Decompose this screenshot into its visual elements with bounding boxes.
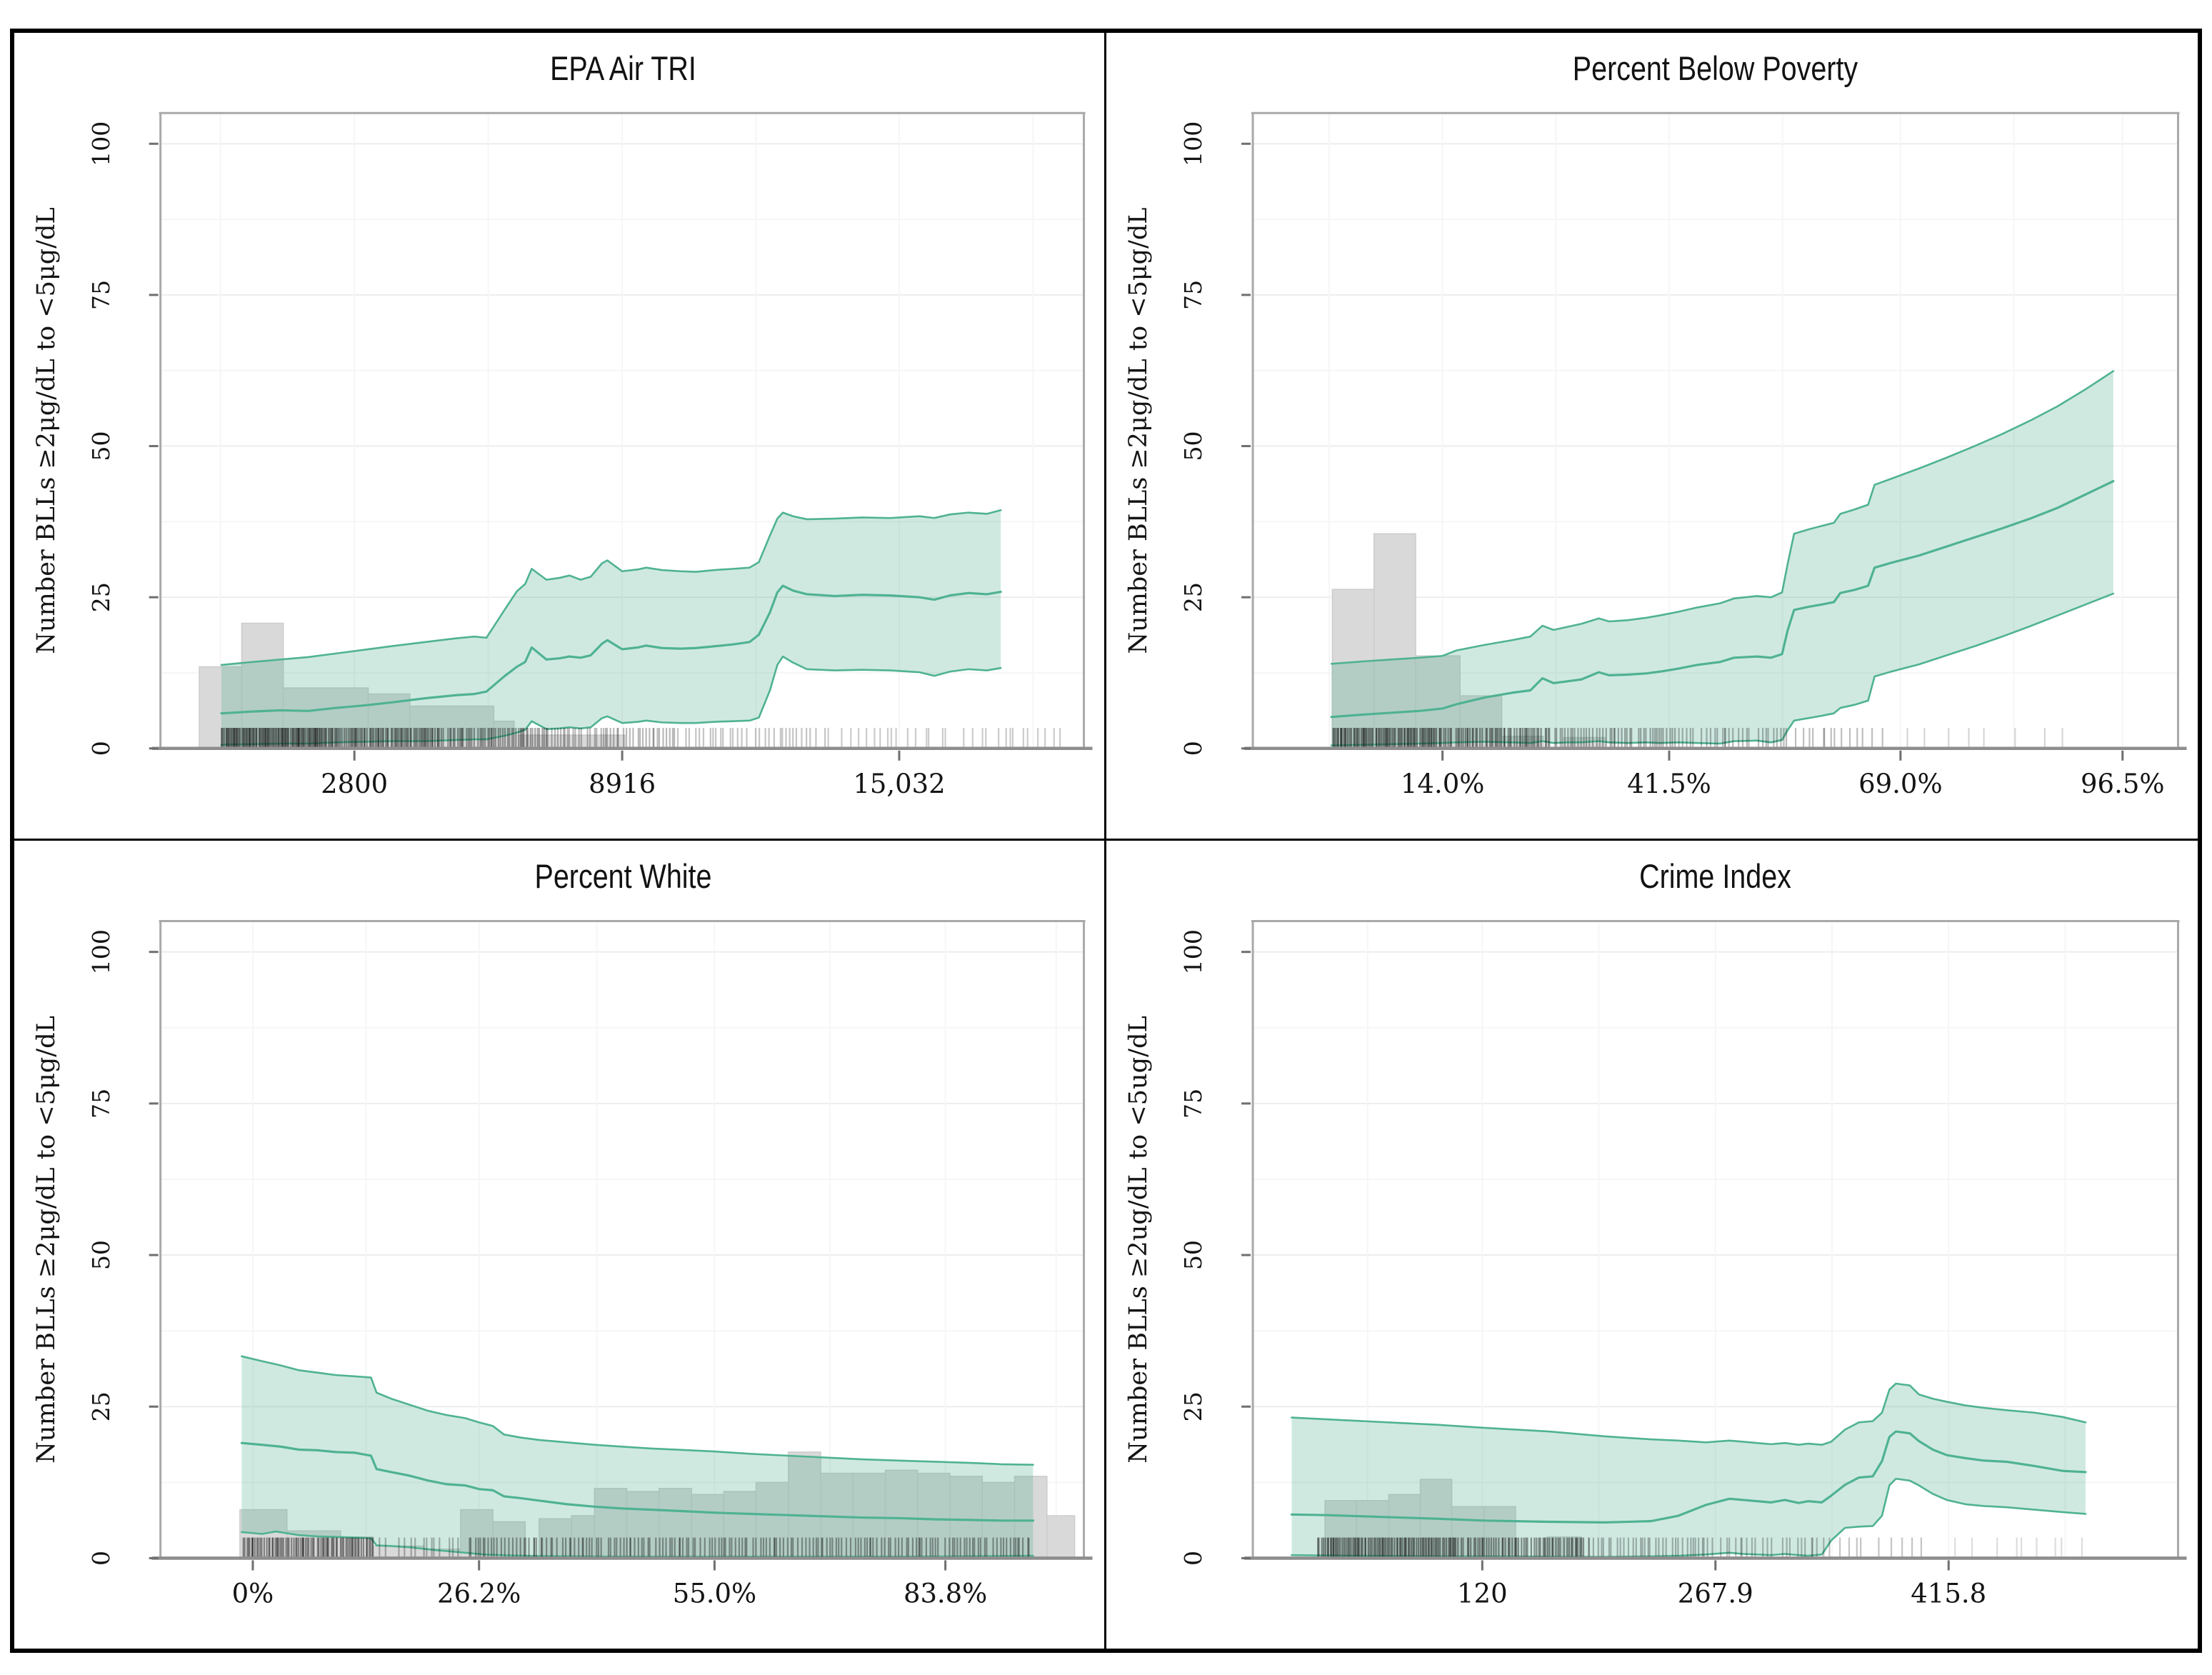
confidence-band [241,1356,1034,1557]
panel-title-epa-air-tri: EPA Air TRI [550,49,696,87]
upper-ci-line [1290,1382,2086,1446]
y-axis-title: Number BLLs ≥2μg/dL to <5μg/dL [1123,207,1153,654]
y-tick-label: 100 [87,121,115,166]
chart-canvas-percent-below-poverty: 14.0% 41.5% 69.0% 96.5% 0 25 50 75 100 Number BLL… [1123,111,2186,799]
histogram-bar [755,1481,789,1559]
y-axis-title: Number BLLs ≥2μg/dL to <5μg/dL [31,1016,61,1464]
y-tick-label: 25 [87,1391,115,1421]
histogram-bar [1546,1536,1582,1559]
histogram-bar [659,1488,692,1559]
upper-ci-line [241,1355,1034,1466]
lower-ci-line [220,655,1002,746]
x-tick-label: 0% [232,1579,274,1609]
y-tick-label: 0 [1179,741,1207,756]
confidence-band [221,510,1001,745]
x-tick-label: 15,032 [853,769,945,799]
y-axis-title: Number BLLs ≥2μg/dL to <5μg/dL [32,207,61,654]
histogram-bar [460,1509,494,1559]
panel-title-percent-below-poverty: Percent Below Poverty [1572,49,1858,87]
x-tick-label: 120 [1457,1579,1508,1609]
y-tick-label: 25 [1179,582,1207,612]
histogram-bar [241,622,284,749]
y-tick-label: 25 [87,582,115,612]
panel-percent-below-poverty: 14.0% 41.5% 69.0% 96.5% 0 25 50 75 100 Number BLL… [1106,33,2198,841]
confidence-band [1291,1383,2086,1557]
panel-epa-air-tri: 2800 8916 15,032 0 25 50 75 100 Number BLLs ≥2μg… [14,33,1106,841]
histogram-bar [1014,1476,1048,1559]
x-tick-label: 96.5% [2081,769,2165,799]
chart-canvas-crime-index: 120 267.9 415.8 0 25 50 75 100 Number BLLs ≥2ug/… [1123,919,2186,1609]
x-tick-label: 26.2% [437,1579,521,1609]
y-tick-label: 0 [1179,1551,1207,1566]
histogram-bar [571,1515,596,1559]
y-tick-label: 75 [87,1089,115,1119]
histogram-bar [1046,1515,1076,1559]
x-tick-label: 8916 [589,769,656,799]
y-tick-label: 100 [1179,121,1207,166]
mean-line [240,1441,1035,1522]
y-tick-label: 0 [87,1551,115,1566]
panel-title-percent-white: Percent White [534,857,712,895]
x-tick-label: 69.0% [1858,769,1943,799]
chart-canvas-epa-air-tri: 2800 8916 15,032 0 25 50 75 100 Number BLLs ≥2μg… [32,111,1093,799]
histogram-bar [852,1472,886,1559]
y-tick-label: 100 [1179,929,1207,974]
y-tick-label: 0 [87,741,115,756]
y-tick-label: 100 [87,929,115,974]
histogram-bar [1483,1506,1516,1559]
x-tick-label: 83.8% [904,1579,987,1609]
y-tick-label: 75 [87,280,115,310]
histogram-bar [1458,695,1502,749]
x-tick-label: 2800 [321,769,388,799]
mean-line [220,584,1002,715]
y-tick-label: 50 [1179,431,1207,461]
x-tick-label: 415.8 [1911,1579,1986,1609]
panel-crime-index: 120 267.9 415.8 0 25 50 75 100 Number BLLs ≥2ug/… [1106,841,2198,1649]
upper-ci-line [220,509,1002,666]
panel-title-crime-index: Crime Index [1638,857,1791,895]
x-tick-label: 55.0% [673,1579,756,1609]
histogram-bar [691,1494,725,1559]
histogram-bar [884,1469,919,1559]
x-tick-label: 14.0% [1400,769,1484,799]
y-tick-label: 75 [1179,280,1207,310]
histogram-bar [594,1488,628,1559]
y-tick-label: 50 [87,1240,115,1270]
y-tick-label: 75 [1179,1089,1207,1119]
mean-line [1330,480,2114,719]
y-tick-label: 50 [87,431,115,461]
y-tick-label: 25 [1179,1391,1207,1421]
mean-line [1290,1430,2087,1524]
x-tick-label: 267.9 [1677,1579,1753,1609]
upper-ci-line [1330,370,2114,665]
y-axis-title: Number BLLs ≥2ug/dL to <5ug/dL [1123,1016,1153,1464]
partial-dependence-figure: 2800 8916 15,032 0 25 50 75 100 Number BLLs ≥2μg… [10,29,2202,1653]
confidence-band [1331,371,2113,746]
chart-canvas-percent-white: 0% 26.2% 55.0% 83.8% 0 25 50 75 100 Number BLLs ≥… [31,919,1093,1609]
lower-ci-line [1330,592,2114,746]
histogram-bar [492,1521,526,1559]
x-tick-label: 41.5% [1627,769,1711,799]
panel-percent-white: 0% 26.2% 55.0% 83.8% 0 25 50 75 100 Number BLLs ≥… [14,841,1106,1649]
y-tick-label: 50 [1179,1240,1207,1270]
